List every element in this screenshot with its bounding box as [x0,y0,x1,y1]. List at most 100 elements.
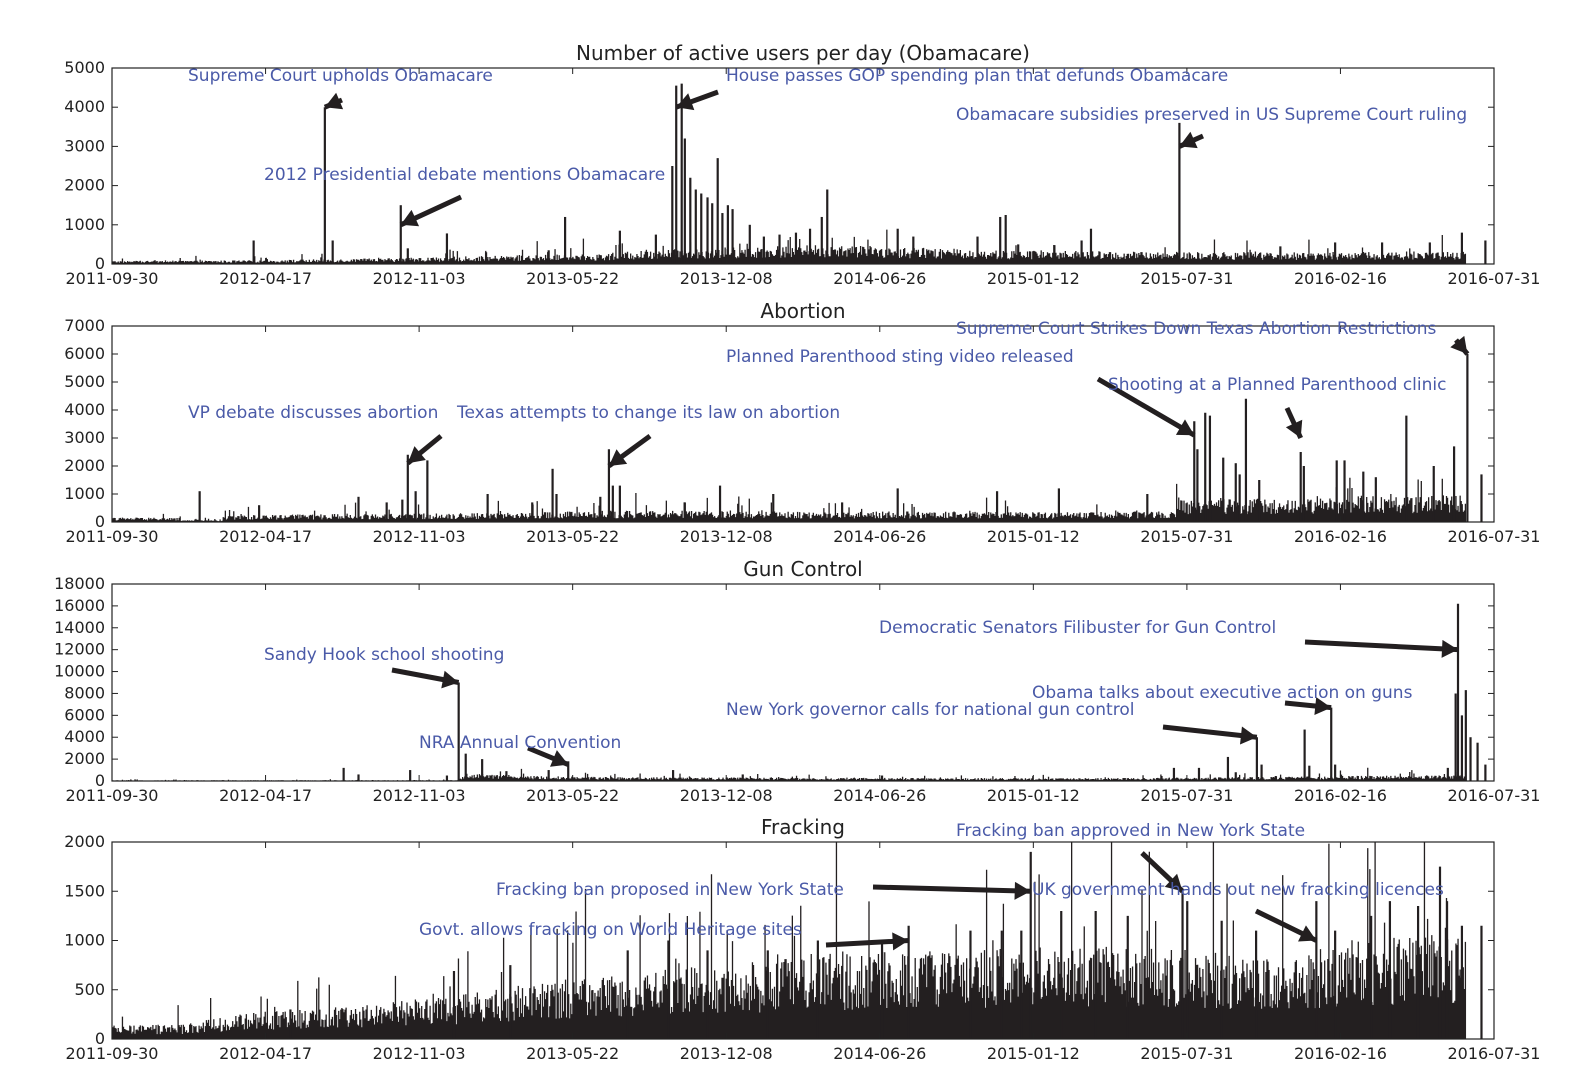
annotation: Fracking ban approved in New York State [956,821,1305,894]
annotation-label: Fracking ban approved in New York State [956,821,1305,841]
annotation-label: Obamacare subsidies preserved in US Supr… [956,105,1467,125]
x-tick-label: 2016-02-16 [1294,786,1387,805]
x-tick-label: 2015-01-12 [987,786,1080,805]
annotation-arrowhead [1441,639,1459,658]
y-tick-label: 1500 [64,881,105,900]
annotation-arrowhead [1298,925,1317,942]
annotation-arrowhead [1164,873,1183,892]
x-tick-label: 2016-07-31 [1448,527,1541,546]
annotation-arrowhead [1240,726,1257,745]
annotation-arrowhead [1175,419,1195,436]
x-tick-label: 2012-04-17 [219,786,312,805]
annotation-label: 2012 Presidential debate mentions Obamac… [264,165,665,185]
x-tick-label: 2012-11-03 [373,1044,466,1063]
annotation-arrowhead [400,209,420,227]
chart-panel-2: Abortion 0 1000 2000 3000 4000 5000 6000 7000 201… [64,299,1540,546]
annotation: VP debate discusses abortion [188,403,443,466]
y-tick-label: 2000 [64,749,105,768]
x-tick-label: 2013-05-22 [526,1044,619,1063]
annotation-arrowhead [407,446,426,464]
y-tick-label: 0 [95,771,105,790]
x-tick-label: 2012-04-17 [219,527,312,546]
annotation-arrowhead [892,932,909,951]
x-tick-label: 2012-11-03 [373,786,466,805]
y-tick-label: 2000 [64,176,105,195]
y-tick-label: 1000 [64,215,105,234]
plot-frame [111,583,1495,782]
y-tick-label: 0 [95,512,105,531]
x-tick-label: 2012-04-17 [219,1044,312,1063]
chart-panel-3: Gun Control 0 2000 4000 6000 8000 10000 12000 14… [54,557,1540,805]
x-tick-label: 2015-07-31 [1140,786,1233,805]
x-tick-label: 2016-02-16 [1294,1044,1387,1063]
annotation-label: Planned Parenthood sting video released [726,347,1074,367]
x-tick-label: 2013-12-08 [680,527,773,546]
chart-title: Number of active users per day (Obamacar… [576,41,1030,65]
chart-panel-1: Number of active users per day (Obamacar… [64,41,1540,288]
y-tick-label: 10000 [54,662,105,681]
x-tick-label: 2015-07-31 [1140,1044,1233,1063]
y-tick-label: 0 [95,254,105,273]
annotation: 2012 Presidential debate mentions Obamac… [264,165,665,228]
annotation: New York governor calls for national gun… [726,700,1258,745]
x-tick-label: 2013-05-22 [526,527,619,546]
daily-activity-bars [112,842,1467,1039]
y-tick-label: 6000 [64,344,105,363]
y-tick-label: 2000 [64,456,105,475]
annotation: Obamacare subsidies preserved in US Supr… [956,105,1467,149]
daily-activity-bars [112,477,1467,522]
x-tick-label: 2013-12-08 [680,786,773,805]
x-tick-label: 2014-06-26 [833,269,926,288]
y-tick-label: 3000 [64,428,105,447]
annotation: Texas attempts to change its law on abor… [456,403,840,469]
y-tick-label: 5000 [64,58,105,77]
x-tick-label: 2015-01-12 [987,1044,1080,1063]
annotation-arrow [872,884,1031,894]
annotation-arrowhead [1285,419,1303,438]
x-tick-label: 2011-09-30 [66,1044,159,1063]
annotation: House passes GOP spending plan that defu… [675,66,1228,111]
chart-panel-4: Fracking 0 500 1000 1500 2000 2011-09-30 2012-0… [64,815,1540,1063]
annotation-label: NRA Annual Convention [419,733,621,753]
annotation-arrowhead [441,670,459,689]
annotation-label: Supreme Court Strikes Down Texas Abortio… [956,319,1436,339]
plot-frame [111,67,1495,265]
annotation-arrowhead [608,449,628,466]
series-bars [112,842,1483,1039]
x-tick-label: 2011-09-30 [66,269,159,288]
annotation: Democratic Senators Filibuster for Gun C… [879,618,1459,658]
annotation-label: New York governor calls for national gun… [726,700,1134,720]
x-tick-label: 2012-11-03 [373,269,466,288]
y-tick-label: 14000 [54,618,105,637]
annotation: NRA Annual Convention [419,733,621,767]
annotation: Fracking ban proposed in New York State [496,880,1031,900]
y-tick-label: 6000 [64,705,105,724]
y-tick-label: 12000 [54,640,105,659]
x-tick-label: 2015-01-12 [987,269,1080,288]
x-tick-label: 2016-07-31 [1448,269,1541,288]
annotation-arrowhead [1014,881,1031,900]
annotation-arrowhead [550,750,569,767]
x-tick-label: 2014-06-26 [833,527,926,546]
annotation-label: Govt. allows fracking on World Heritage … [419,920,802,940]
annotation-arrow [1304,639,1459,653]
x-tick-label: 2013-12-08 [680,1044,773,1063]
y-tick-label: 8000 [64,683,105,702]
annotation-arrowhead [1179,131,1198,149]
y-tick-label: 1000 [64,484,105,503]
x-tick-label: 2014-06-26 [833,1044,926,1063]
annotation-label: Texas attempts to change its law on abor… [456,403,840,423]
chart-title: Abortion [760,299,845,323]
x-tick-label: 2013-12-08 [680,269,773,288]
annotation-label: UK government hands out new fracking lic… [1032,880,1444,900]
annotation-arrowhead [1450,335,1468,354]
annotation: Shooting at a Planned Parenthood clinic [1108,375,1446,440]
x-tick-label: 2011-09-30 [66,527,159,546]
y-tick-label: 16000 [54,596,105,615]
annotation: Supreme Court upholds Obamacare [188,66,493,110]
daily-activity-bars [112,229,1467,264]
annotation-label: Fracking ban proposed in New York State [496,880,844,900]
y-tick-label: 1000 [64,931,105,950]
plot-frame [111,325,1495,523]
x-tick-label: 2013-05-22 [526,269,619,288]
